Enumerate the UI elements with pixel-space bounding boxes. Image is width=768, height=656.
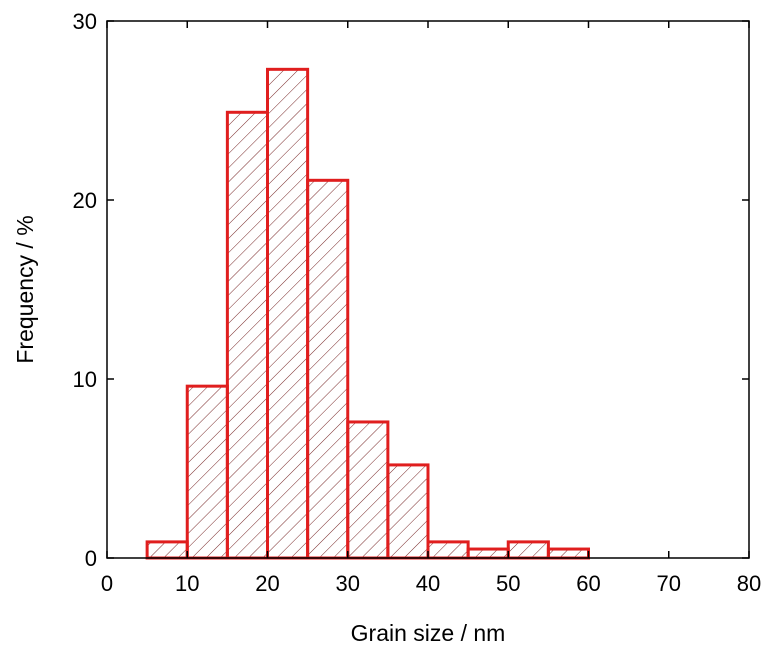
x-tick-label: 0 bbox=[101, 571, 113, 596]
y-tick-label: 20 bbox=[73, 188, 97, 213]
x-tick-label: 30 bbox=[336, 571, 360, 596]
x-tick-label: 80 bbox=[737, 571, 761, 596]
histogram-bar-10-15 bbox=[185, 384, 229, 560]
x-tick-label: 40 bbox=[416, 571, 440, 596]
x-axis-ticks: 0 10 20 30 40 50 60 70 80 bbox=[101, 21, 761, 596]
histogram-bar-25-30 bbox=[306, 178, 350, 560]
x-axis-label: Grain size / nm bbox=[351, 620, 506, 646]
histogram-bar-50-55 bbox=[506, 540, 550, 560]
x-tick-label: 70 bbox=[657, 571, 681, 596]
y-tick-label: 30 bbox=[73, 9, 97, 34]
y-tick-label: 0 bbox=[85, 546, 97, 571]
y-axis-ticks: 0 10 20 30 bbox=[73, 9, 749, 571]
histogram-bar-15-20 bbox=[225, 110, 269, 560]
y-axis-label: Frequency / % bbox=[12, 215, 38, 363]
x-tick-label: 60 bbox=[576, 571, 600, 596]
histogram-bar-20-25 bbox=[266, 67, 310, 560]
x-tick-label: 20 bbox=[255, 571, 279, 596]
x-tick-label: 50 bbox=[496, 571, 520, 596]
histogram-bar-45-50 bbox=[466, 547, 510, 560]
x-tick-label: 10 bbox=[175, 571, 199, 596]
histogram-bar-35-40 bbox=[386, 463, 430, 560]
histogram-bars bbox=[145, 67, 590, 560]
y-tick-label: 10 bbox=[73, 367, 97, 392]
histogram-bar-30-35 bbox=[346, 420, 390, 560]
histogram-bar-40-45 bbox=[426, 540, 470, 560]
histogram-bar-5-10 bbox=[145, 540, 189, 560]
histogram-bar-55-60 bbox=[546, 547, 590, 560]
